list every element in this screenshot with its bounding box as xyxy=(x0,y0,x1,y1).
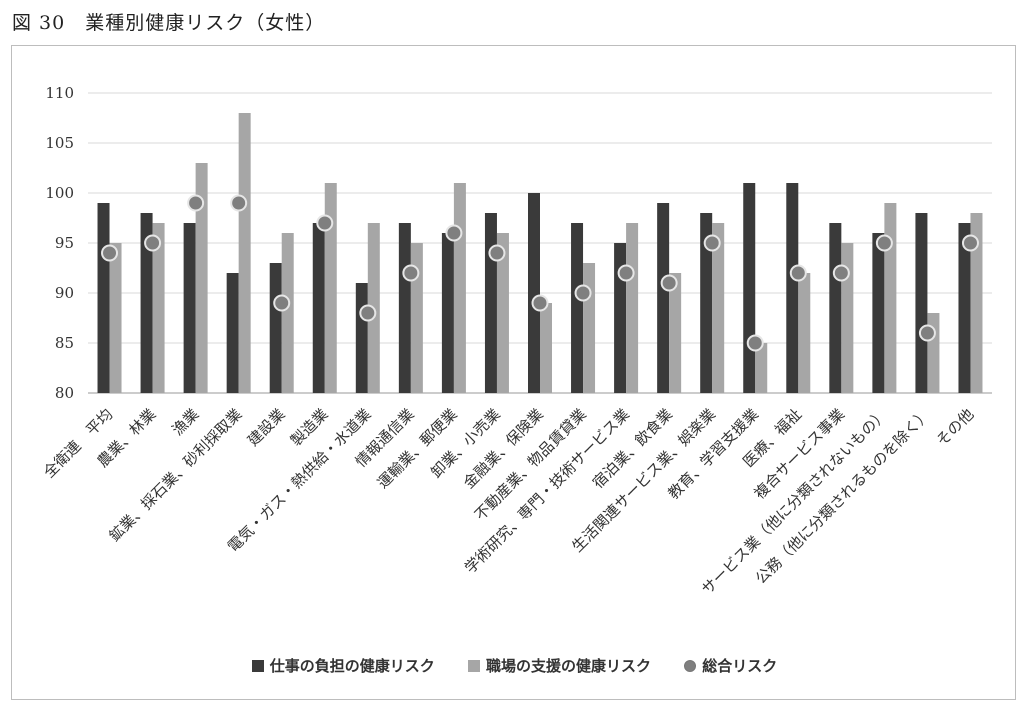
bar-work-burden xyxy=(441,233,454,393)
bar-work-burden xyxy=(786,183,799,393)
bar-work-burden xyxy=(484,213,497,393)
bar-workplace-support xyxy=(453,183,466,393)
point-total-risk xyxy=(359,304,377,322)
bar-workplace-support xyxy=(583,263,596,393)
bar-work-burden xyxy=(398,223,411,393)
legend: 仕事の負担の健康リスク 職場の支援の健康リスク 総合リスク xyxy=(0,655,1029,676)
legend-label-work-burden: 仕事の負担の健康リスク xyxy=(269,657,435,675)
bar-work-burden xyxy=(657,203,670,393)
bar-workplace-support xyxy=(669,273,682,393)
point-total-risk xyxy=(832,264,850,282)
bar-work-burden xyxy=(269,263,282,393)
point-total-risk xyxy=(875,234,893,252)
category-label: 漁業 xyxy=(168,405,202,439)
bar-workplace-support xyxy=(884,203,897,393)
point-total-risk xyxy=(961,234,979,252)
bar-work-burden xyxy=(528,193,540,393)
bar-layer xyxy=(97,113,983,393)
bar-workplace-support xyxy=(152,223,165,393)
bar-workplace-support xyxy=(195,163,208,393)
bar-work-burden xyxy=(915,213,928,393)
y-tick-label: 85 xyxy=(55,334,74,352)
y-tick-label: 110 xyxy=(45,84,74,102)
bar-work-burden xyxy=(140,213,153,393)
bar-work-burden xyxy=(700,213,713,393)
bar-workplace-support xyxy=(798,273,811,393)
category-label: 建設業 xyxy=(244,405,289,450)
point-total-risk xyxy=(273,294,291,312)
y-tick-label: 90 xyxy=(55,284,74,302)
bar-workplace-support xyxy=(496,233,509,393)
point-total-risk xyxy=(488,244,506,262)
point-total-risk xyxy=(574,284,592,302)
point-total-risk xyxy=(445,224,463,242)
legend-item-workplace-support: 職場の支援の健康リスク xyxy=(467,655,651,676)
point-total-risk xyxy=(230,194,248,212)
chart-frame xyxy=(11,45,1016,700)
legend-item-total-risk: 総合リスク xyxy=(684,655,777,676)
bar-work-burden xyxy=(312,223,325,393)
point-total-risk xyxy=(918,324,936,342)
bar-workplace-support xyxy=(109,243,122,393)
figure-title: 図 30 業種別健康リスク（女性） xyxy=(12,12,326,34)
legend-swatch-dark xyxy=(251,659,264,672)
point-total-risk xyxy=(660,274,678,292)
category-label: その他 xyxy=(933,405,978,450)
legend-label-total-risk: 総合リスク xyxy=(702,657,778,675)
point-total-risk xyxy=(144,234,162,252)
bar-workplace-support xyxy=(324,183,337,393)
bar-workplace-support xyxy=(540,303,552,393)
bar-work-burden xyxy=(829,223,842,393)
point-total-risk xyxy=(746,334,764,352)
bar-workplace-support xyxy=(755,343,768,393)
point-total-risk xyxy=(531,294,549,312)
point-total-risk xyxy=(101,244,119,262)
y-tick-label: 105 xyxy=(45,134,74,152)
point-total-risk xyxy=(617,264,635,282)
bar-work-burden xyxy=(97,203,110,393)
bar-work-burden xyxy=(355,283,368,393)
point-total-risk xyxy=(402,264,420,282)
bar-work-burden xyxy=(183,223,196,393)
point-total-risk xyxy=(703,234,721,252)
bar-workplace-support xyxy=(970,213,983,393)
bar-work-burden xyxy=(958,223,971,393)
bar-workplace-support xyxy=(712,223,725,393)
bar-work-burden xyxy=(872,233,885,393)
point-total-risk xyxy=(316,214,334,232)
bar-workplace-support xyxy=(626,223,639,393)
y-tick-label: 80 xyxy=(55,384,74,402)
y-tick-label: 95 xyxy=(55,234,74,252)
point-layer xyxy=(101,194,979,352)
legend-label-workplace-support: 職場の支援の健康リスク xyxy=(485,657,651,675)
legend-swatch-light xyxy=(467,659,480,672)
bar-workplace-support xyxy=(281,233,294,393)
y-tick-labels: 80 85 90 95 100 105 110 xyxy=(45,84,74,402)
y-tick-label: 100 xyxy=(45,184,74,202)
bar-workplace-support xyxy=(238,113,251,393)
bar-work-burden xyxy=(571,223,584,393)
point-total-risk xyxy=(187,194,205,212)
bar-work-burden xyxy=(226,273,239,393)
legend-item-work-burden: 仕事の負担の健康リスク xyxy=(251,655,435,676)
legend-marker-dot xyxy=(684,659,697,672)
bar-work-burden xyxy=(743,183,756,393)
point-total-risk xyxy=(789,264,807,282)
